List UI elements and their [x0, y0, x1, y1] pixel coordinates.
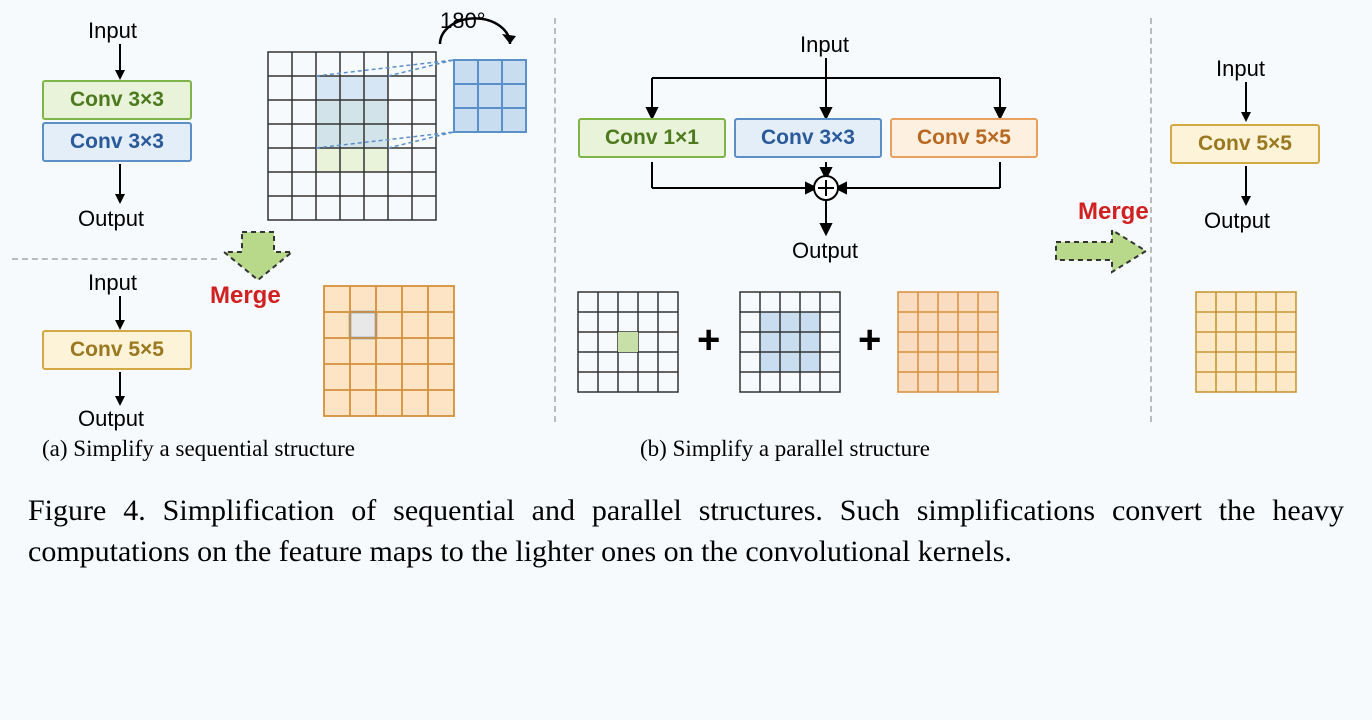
figure-caption: Figure 4. Simplification of sequential a… [28, 490, 1344, 573]
grid-7x7 [268, 52, 568, 252]
grid-b-2 [740, 292, 850, 402]
figure-diagram: Input Conv 3×3 Conv 3×3 Output Input Con… [0, 0, 1372, 440]
arrow-r-1 [1244, 82, 1248, 122]
merge-arrow-b [1052, 228, 1152, 274]
conv-box-r-5x5: Conv 5×5 [1170, 124, 1320, 164]
grid-b-3 [898, 292, 1008, 402]
grid-b-1 [578, 292, 688, 402]
arrow-a1-1 [118, 44, 122, 80]
subcaption-b: (b) Simplify a parallel structure [640, 436, 930, 462]
conv-box-b-3x3: Conv 3×3 [734, 118, 882, 158]
merge-arrow-a [218, 228, 298, 288]
figure-number: Figure 4. [28, 494, 146, 527]
grid-orange-5x5-a [324, 286, 464, 426]
label-output-a2: Output [78, 406, 144, 432]
divider-ab [554, 18, 556, 422]
figure-caption-text: Simplification of sequential and paralle… [28, 494, 1344, 568]
label-output-a1: Output [78, 206, 144, 232]
merge-label-b: Merge [1078, 198, 1149, 226]
subcaption-a: (a) Simplify a sequential structure [42, 436, 355, 462]
arrow-a2-2 [118, 372, 122, 406]
conv-box-b-5x5: Conv 5×5 [890, 118, 1038, 158]
figure-caption-area: Figure 4. Simplification of sequential a… [0, 476, 1372, 573]
divider-b-right [1150, 18, 1152, 422]
label-180: 180° [440, 8, 486, 34]
arrow-a2-1 [118, 296, 122, 330]
label-input-b: Input [800, 32, 849, 58]
label-output-b: Output [792, 238, 858, 264]
grid-r-5x5 [1196, 292, 1306, 402]
conv-box-a-3x3-1: Conv 3×3 [42, 80, 192, 120]
label-input-a1: Input [88, 18, 137, 44]
plus-1: + [697, 318, 720, 363]
label-input-r: Input [1216, 56, 1265, 82]
arrow-a1-2 [118, 164, 122, 204]
conv-box-a-5x5: Conv 5×5 [42, 330, 192, 370]
arrow-r-2 [1244, 166, 1248, 206]
merge-label-a: Merge [210, 282, 281, 310]
divider-a-horizontal [12, 258, 217, 260]
label-input-a2: Input [88, 270, 137, 296]
label-output-r: Output [1204, 208, 1270, 234]
plus-2: + [858, 318, 881, 363]
conv-box-a-3x3-2: Conv 3×3 [42, 122, 192, 162]
conv-box-b-1x1: Conv 1×1 [578, 118, 726, 158]
